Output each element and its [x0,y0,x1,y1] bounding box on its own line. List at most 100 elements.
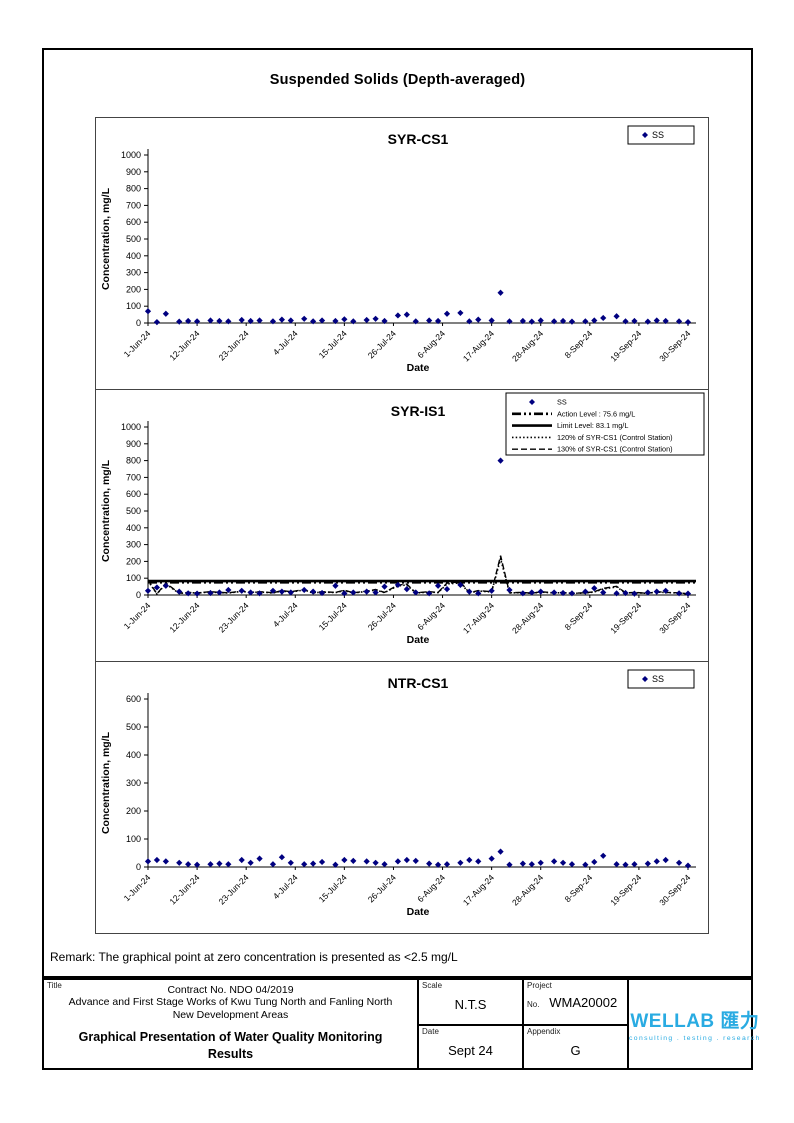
x-tick-label: 1-Jun-24 [122,328,153,359]
x-tick-label: 26-Jul-24 [366,600,398,632]
y-tick-label: 100 [126,573,141,583]
data-point [256,317,263,324]
data-point [238,587,245,594]
data-point [301,586,308,594]
legend: SS [627,669,695,689]
data-point [653,858,660,865]
x-tick-label: 19-Sep-24 [608,328,643,363]
data-point [301,315,308,322]
x-tick-label: 23-Jun-24 [216,328,250,362]
data-point [582,318,589,325]
data-point [434,861,442,868]
x-tick-label: 17-Aug-24 [461,328,496,363]
data-point [506,318,513,325]
data-point [488,855,495,862]
data-point [662,856,669,864]
data-point [278,854,285,861]
legend-label: SS [557,398,567,407]
data-point [519,317,526,325]
data-point [238,316,245,324]
data-point [238,856,245,864]
data-point [662,587,669,594]
date-value: Sept 24 [448,1043,493,1058]
data-point [528,589,535,596]
data-point [551,589,558,596]
data-point [372,859,379,866]
data-point [684,862,692,869]
data-point [466,318,473,325]
data-point [247,859,254,866]
data-point [434,317,442,325]
x-tick-label: 26-Jul-24 [366,328,398,360]
data-point [287,859,294,866]
data-point [528,861,535,868]
axes [144,421,696,598]
page-title: Suspended Solids (Depth-averaged) [269,72,526,88]
data-point [144,308,152,315]
data-point [457,309,464,317]
y-tick-label: 200 [126,556,141,566]
y-tick-label: 1000 [121,422,141,432]
data-point [537,588,544,595]
x-tick-label: 28-Aug-24 [510,872,545,907]
appendix-label: Appendix [527,1027,561,1036]
data-point [684,590,692,597]
data-point [497,289,504,296]
y-tick-label: 300 [126,778,141,788]
data-point [568,318,576,325]
data-point [475,316,482,323]
data-point [488,587,495,594]
data-point [341,316,348,323]
x-tick-label: 12-Jun-24 [167,600,201,634]
x-tick-label: 28-Aug-24 [510,328,545,363]
x-tick-label: 12-Jun-24 [167,872,201,906]
y-tick-label: 100 [126,834,141,844]
data-point [684,319,692,326]
y-tick-label: 400 [126,251,141,261]
x-tick-label: 12-Jun-24 [167,328,201,362]
data-point [653,588,660,595]
chart-panel-syr-is1: SYR-IS1 0 100 200 300 400 500 600 700 800 900 1000 1… [95,389,709,662]
data-point [216,860,223,867]
y-tick-label: 800 [126,184,141,194]
x-tick-label: 4-Jul-24 [271,328,300,357]
data-point [278,588,285,595]
legend-marker-icon [642,676,648,682]
y-tick-label: 900 [126,167,141,177]
data-point [622,318,629,325]
footer-title-cell: Title Contract No. NDO 04/2019 Advance a… [44,980,417,1068]
axes [144,149,696,326]
data-point [394,312,402,319]
data-point [372,589,379,596]
data-point [372,315,379,322]
document-title: Graphical Presentation of Water Quality … [78,1030,383,1061]
data-point [600,314,607,322]
chart-title: SYR-CS1 [388,131,449,147]
data-point [318,858,326,866]
data-point [153,584,161,591]
data-point [341,856,348,864]
y-tick-label: 300 [126,540,141,550]
data-point [350,318,357,325]
data-point [426,860,433,867]
data-points [144,848,692,869]
data-point [381,583,388,590]
chart-syr-is1: SYR-IS1 0 100 200 300 400 500 600 700 800 900 1000 1… [100,392,705,646]
data-point [341,590,348,597]
data-point [519,590,526,597]
y-tick-label: 400 [126,523,141,533]
x-tick-label: 15-Jul-24 [317,600,349,632]
data-point [381,861,388,868]
y-tick-label: 1000 [121,150,141,160]
x-tick-label: 8-Sep-24 [562,872,594,904]
scale-value: N.T.S [454,997,487,1012]
data-point [176,859,183,866]
appendix-value: G [570,1043,581,1058]
data-point [176,588,183,595]
data-point [457,859,464,866]
data-point [193,590,201,597]
data-point [412,318,419,325]
data-point [600,589,607,596]
data-point [475,858,482,865]
data-point [497,848,504,855]
